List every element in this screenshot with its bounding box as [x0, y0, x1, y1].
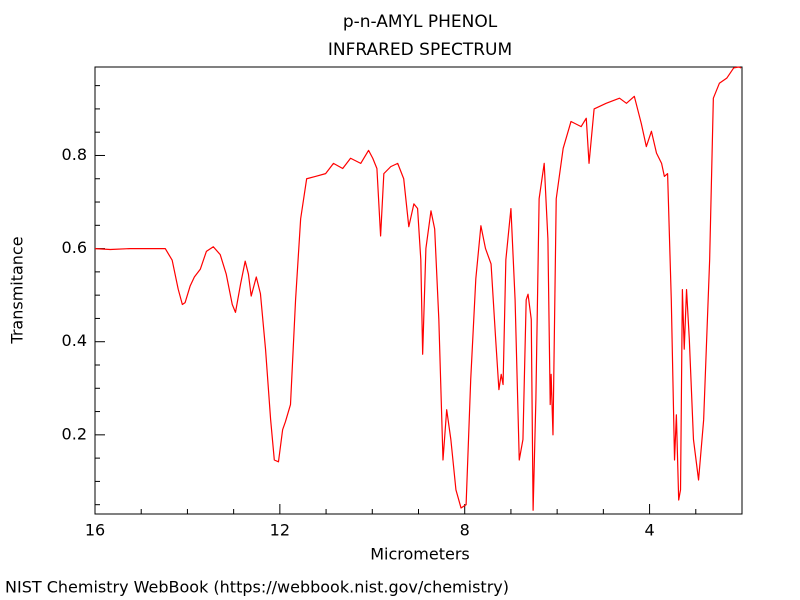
chart-subtitle: INFRARED SPECTRUM — [328, 40, 512, 60]
x-tick-label: 16 — [85, 521, 105, 540]
x-tick-label: 4 — [644, 521, 654, 540]
y-axis-label: Transmitance — [8, 236, 27, 344]
x-axis-label: Micrometers — [370, 545, 470, 564]
y-tick-label: 0.8 — [62, 145, 87, 164]
y-tick-label: 0.2 — [62, 424, 87, 443]
source-note: NIST Chemistry WebBook (https://webbook.… — [5, 578, 509, 597]
y-tick-label: 0.4 — [62, 331, 87, 350]
spectrum-line — [94, 66, 742, 511]
chart-title: p-n-AMYL PHENOL — [343, 12, 498, 32]
plot-frame — [94, 66, 743, 515]
x-tick-label: 12 — [270, 521, 290, 540]
x-tick-label: 8 — [460, 521, 470, 540]
y-tick-label: 0.6 — [62, 238, 87, 257]
